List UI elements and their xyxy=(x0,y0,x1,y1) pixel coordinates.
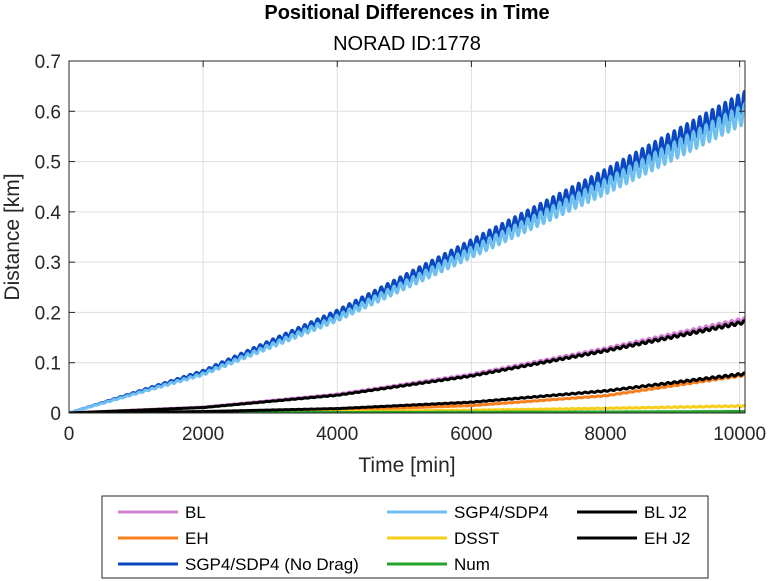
x-tick-label: 2000 xyxy=(182,424,224,445)
y-tick-label: 0.1 xyxy=(35,354,61,375)
x-tick-label: 6000 xyxy=(450,424,492,445)
legend-label-dsst: DSST xyxy=(454,529,499,548)
legend-label-sgp4-sdp4: SGP4/SDP4 xyxy=(454,503,549,522)
chart-title: Positional Differences in Time xyxy=(264,2,549,24)
y-tick-label: 0.7 xyxy=(35,52,61,73)
legend: BL EH SGP4/SDP4 (No Drag) SGP4/SDP4 DSST Num B… xyxy=(101,495,709,579)
legend-label-bl: BL xyxy=(185,503,206,522)
chart-subtitle: NORAD ID:1778 xyxy=(333,33,481,55)
y-tick-label: 0.5 xyxy=(35,153,61,174)
y-tick-label: 0.2 xyxy=(35,303,61,324)
plot-frame xyxy=(68,60,746,414)
legend-label-num: Num xyxy=(454,555,490,574)
x-tick-label: 8000 xyxy=(584,424,626,445)
y-tick-label: 0.6 xyxy=(35,102,61,123)
x-axis-label: Time [min] xyxy=(358,454,455,477)
series-line-sgp4-sdp4 xyxy=(69,102,745,413)
x-tick-label: 4000 xyxy=(316,424,358,445)
y-axis-label: Distance [km] xyxy=(1,173,24,300)
legend-label-bl-j2: BL J2 xyxy=(644,503,687,522)
series-line-bl-j2 xyxy=(69,319,745,413)
x-tick-label: 10000 xyxy=(713,424,766,445)
y-tick-label: 0.4 xyxy=(35,203,62,224)
y-tick-label: 0.3 xyxy=(35,253,61,274)
y-tick-label: 0 xyxy=(50,404,61,425)
legend-label-eh-j2: EH J2 xyxy=(644,529,690,548)
x-tick-label: 0 xyxy=(64,424,75,445)
legend-label-eh: EH xyxy=(185,529,209,548)
legend-label-sgp4-sdp4-no-drag: SGP4/SDP4 (No Drag) xyxy=(185,555,359,574)
plot-background xyxy=(69,61,745,413)
ticks: 0 2000 4000 6000 8000 10000 0 0.1 0.2 0.3 0.4 0.5 0.… xyxy=(35,52,766,445)
plot-area: 0 2000 4000 6000 8000 10000 0 0.1 0.2 0.3 0.4 0.5 0.… xyxy=(35,52,766,445)
series-line-eh-j2 xyxy=(69,371,745,413)
